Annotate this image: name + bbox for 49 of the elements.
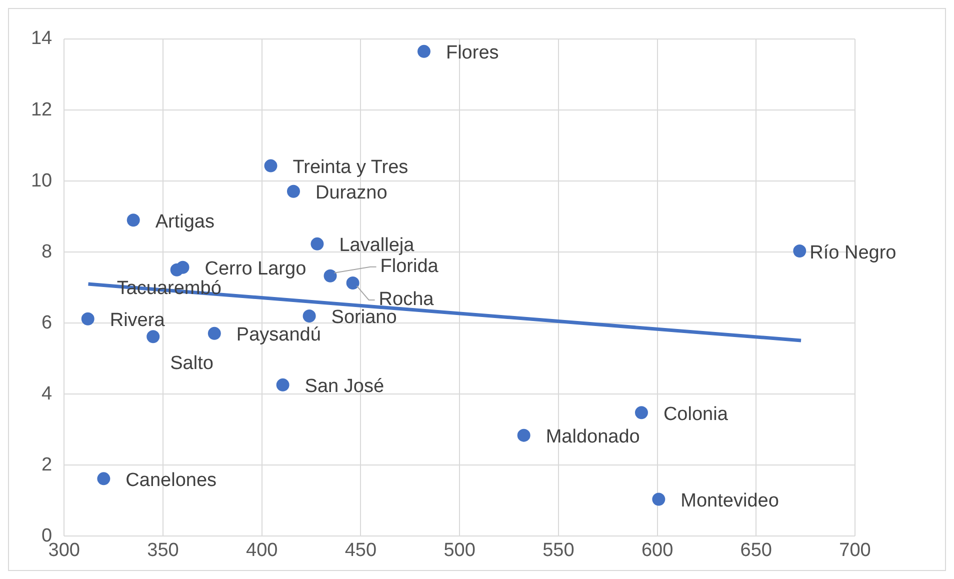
point: [634, 406, 648, 420]
point: [310, 237, 324, 250]
x-tick-label: 450: [344, 540, 377, 561]
annotation: Artigas: [155, 211, 214, 232]
x-tick-label: 400: [246, 540, 278, 561]
point: [146, 330, 160, 344]
point: [286, 184, 300, 198]
annotation: Treinta y Tres: [292, 157, 408, 178]
y-tick-label: 2: [42, 454, 52, 476]
point: [324, 269, 337, 282]
annotation: Canelones: [126, 470, 217, 491]
point: [417, 44, 430, 58]
annotation: Río Negro: [810, 242, 896, 264]
y-tick-label: 14: [30, 28, 53, 50]
point: [170, 263, 184, 276]
annotation: Paysandú: [236, 324, 321, 346]
annotation: Durazno: [315, 182, 388, 204]
point: [81, 312, 94, 326]
y-tick-label: 12: [30, 99, 52, 120]
point: [517, 428, 530, 442]
annotation: Montevideo: [680, 490, 779, 512]
point: [302, 310, 316, 323]
point: [208, 326, 221, 340]
annotation: Flores: [446, 42, 499, 64]
annotation: San José: [304, 376, 384, 398]
y-tick-label: 4: [42, 383, 53, 404]
annotation: Cerro Largo: [204, 258, 306, 280]
point: [276, 378, 290, 392]
annotation: Florida: [380, 256, 439, 278]
annotation: Rivera: [110, 310, 166, 332]
x-tick-label: 500: [444, 540, 476, 561]
y-tick-label: 10: [30, 170, 52, 192]
point: [264, 159, 278, 172]
x-tick-label: 350: [147, 540, 179, 561]
annotation: Lavalleja: [339, 235, 415, 256]
point: [652, 492, 666, 506]
point: [97, 472, 110, 486]
y-tick-label: 6: [42, 312, 52, 334]
x-tick-label: 700: [839, 540, 871, 561]
annotation: Colonia: [663, 404, 728, 425]
annotation: Salto: [170, 352, 214, 374]
point: [793, 244, 806, 258]
x-tick-label: 550: [542, 540, 574, 561]
point: [346, 276, 360, 290]
x-tick-label: 600: [641, 540, 674, 561]
x-tick-label: 650: [740, 540, 772, 561]
annotation: Maldonado: [546, 426, 640, 448]
point: [126, 214, 140, 227]
y-tick-label: 8: [42, 241, 52, 262]
